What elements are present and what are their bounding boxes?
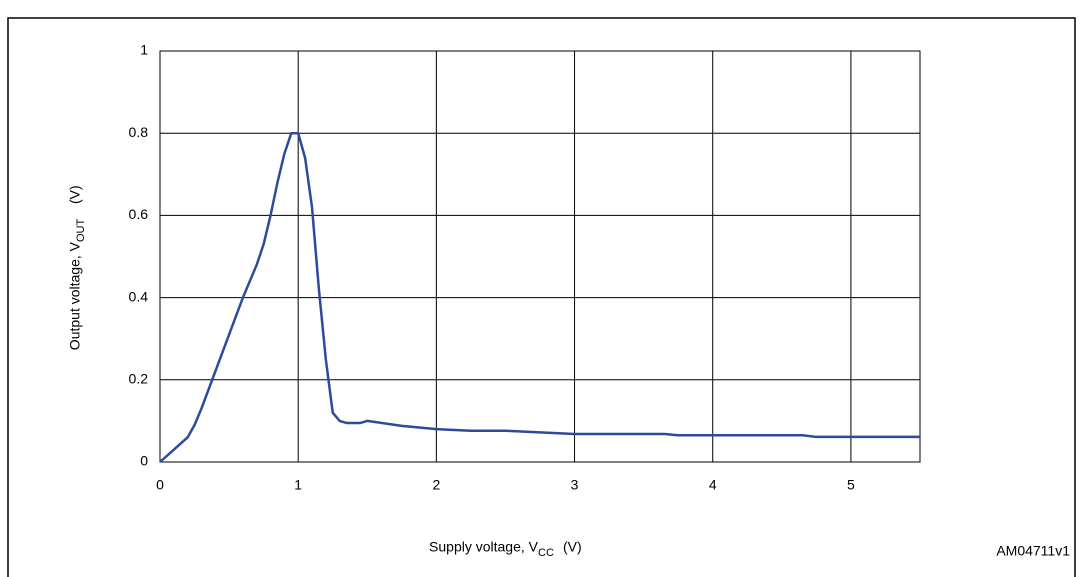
y-tick-label: 0.2: [129, 371, 149, 387]
plot-area: [159, 50, 921, 463]
y-axis-label-group: Output voltage, V OUT (V): [67, 185, 87, 350]
y-axis-label-unit: (V): [67, 185, 83, 204]
x-tick-label: 1: [294, 477, 302, 493]
y-axis-label-sub: OUT: [75, 219, 87, 243]
y-tick-label: 0.4: [129, 288, 149, 304]
x-axis-label-unit: (V): [563, 539, 582, 555]
y-tick-label: 0.6: [129, 206, 149, 222]
y-tick-label: 0.8: [129, 124, 149, 140]
figure-id: AM04711v1: [996, 543, 1070, 559]
frame: [7, 17, 1076, 577]
x-tick-label: 4: [709, 477, 717, 493]
x-tick-label: 2: [432, 477, 440, 493]
x-tick-label: 5: [847, 477, 855, 493]
x-tick-label: 0: [156, 477, 164, 493]
x-axis-label: Supply voltage, V: [429, 539, 539, 555]
y-tick-label: 0: [140, 453, 148, 469]
y-axis-label: Output voltage, V: [67, 241, 83, 350]
y-tick-label: 1: [140, 42, 148, 58]
data-line: [159, 131, 920, 463]
x-axis-label-sub: CC: [538, 547, 554, 559]
x-tick-label: 3: [571, 477, 579, 493]
